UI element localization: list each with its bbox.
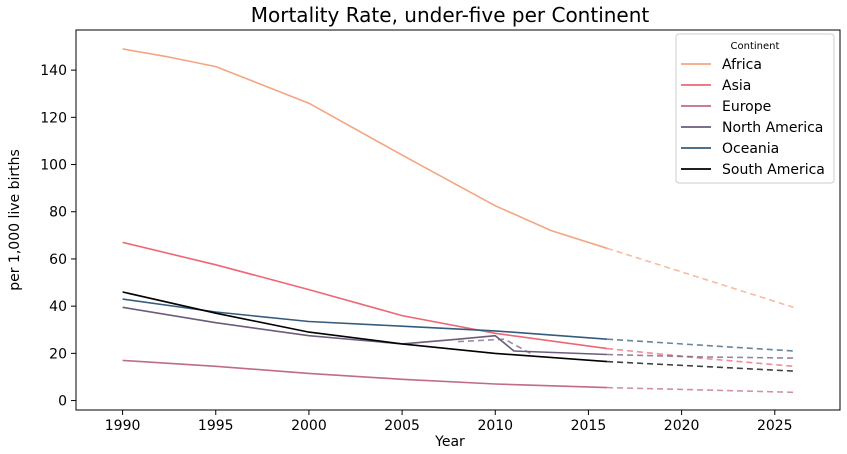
y-tick-label: 60 bbox=[49, 252, 67, 268]
x-tick-label: 2020 bbox=[664, 418, 700, 434]
y-tick-label: 140 bbox=[40, 63, 67, 79]
legend-label-asia: Asia bbox=[722, 78, 751, 94]
chart-title: Mortality Rate, under-five per Continent bbox=[251, 3, 650, 27]
series-line-asia bbox=[122, 241, 608, 350]
series-line-africa bbox=[122, 48, 608, 250]
x-tick-label: 1995 bbox=[198, 418, 234, 434]
legend-title: Continent bbox=[731, 41, 780, 52]
y-axis-label: per 1,000 live births bbox=[7, 149, 23, 291]
legend: Continent Africa Asia Europe North America O… bbox=[675, 33, 835, 184]
x-tick-label: 2010 bbox=[477, 418, 513, 434]
plot-frame bbox=[75, 29, 841, 411]
x-axis: 1990 1995 2000 2005 2010 2015 2020 2025 bbox=[105, 410, 793, 434]
legend-label-europe: Europe bbox=[722, 99, 771, 115]
x-axis-label: Year bbox=[434, 434, 465, 450]
series-forecast-oceania bbox=[607, 338, 794, 352]
series-forecast-africa bbox=[606, 247, 794, 309]
legend-box bbox=[675, 33, 835, 184]
x-tick-label: 2025 bbox=[757, 418, 793, 434]
legend-label-oceania: Oceania bbox=[722, 141, 779, 157]
series-forecast-north-america bbox=[607, 353, 794, 359]
x-tick-label: 2015 bbox=[571, 418, 607, 434]
y-axis: 0 20 40 60 80 100 120 140 bbox=[40, 63, 76, 410]
y-tick-label: 40 bbox=[49, 299, 67, 315]
series-line-north-america bbox=[122, 306, 608, 356]
series-forecast-south-america bbox=[607, 360, 794, 372]
series-line-europe bbox=[122, 359, 608, 389]
x-tick-label: 1990 bbox=[105, 418, 141, 434]
legend-label-south-america: South America bbox=[722, 162, 825, 178]
series-extra-north-america bbox=[457, 338, 533, 356]
x-tick-label: 2005 bbox=[384, 418, 420, 434]
y-tick-label: 20 bbox=[49, 346, 67, 362]
series-forecast-europe bbox=[607, 386, 794, 394]
legend-items: Africa Asia Europe North America Oceania Sout… bbox=[681, 57, 825, 178]
y-tick-label: 0 bbox=[58, 394, 67, 410]
plot-lines bbox=[122, 48, 794, 394]
legend-label-africa: Africa bbox=[722, 57, 762, 73]
y-tick-label: 100 bbox=[40, 158, 67, 174]
series-line-south-america bbox=[122, 291, 608, 363]
x-tick-label: 2000 bbox=[291, 418, 327, 434]
y-tick-label: 120 bbox=[40, 110, 67, 126]
series-forecast-asia bbox=[607, 347, 794, 368]
legend-label-north-america: North America bbox=[722, 120, 823, 136]
y-tick-label: 80 bbox=[49, 205, 67, 221]
